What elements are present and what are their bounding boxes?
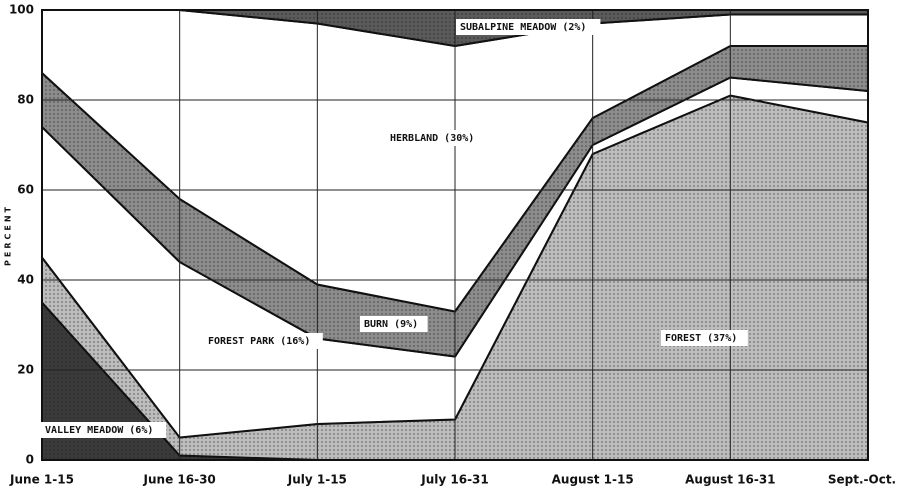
y-tick-label: 100 [9,3,34,17]
y-tick-label: 0 [26,453,34,467]
series-label: SUBALPINE MEADOW (2%) [460,22,586,33]
x-tick-label: June 1-15 [9,473,74,487]
x-tick-label: Sept.-Oct. [828,473,896,487]
x-tick-label: June 16-30 [143,473,216,487]
y-tick-label: 80 [17,93,34,107]
series-label-bg [360,316,428,332]
series-label: FOREST PARK (16%) [208,336,310,347]
x-tick-label: August 16-31 [685,473,775,487]
series-label-bg [386,130,486,146]
series-label-bg [456,19,601,35]
y-tick-label: 20 [17,363,34,377]
y-tick-label: 40 [17,273,34,287]
x-tick-label: July 1-15 [287,473,347,487]
plot-frame [41,9,869,461]
y-axis-label: PERCENT [4,204,13,266]
series-label: BURN (9%) [364,319,418,330]
series-label-bg [204,333,323,349]
series-label: VALLEY MEADOW (6%) [45,425,153,436]
y-tick-label: 60 [17,183,34,197]
x-tick-label: July 16-31 [420,473,489,487]
series-label-bg [661,330,748,346]
series-label: HERBLAND (30%) [390,133,474,144]
x-tick-label: August 1-15 [552,473,634,487]
series-label: FOREST (37%) [665,333,737,344]
series-label-bg [41,422,167,438]
